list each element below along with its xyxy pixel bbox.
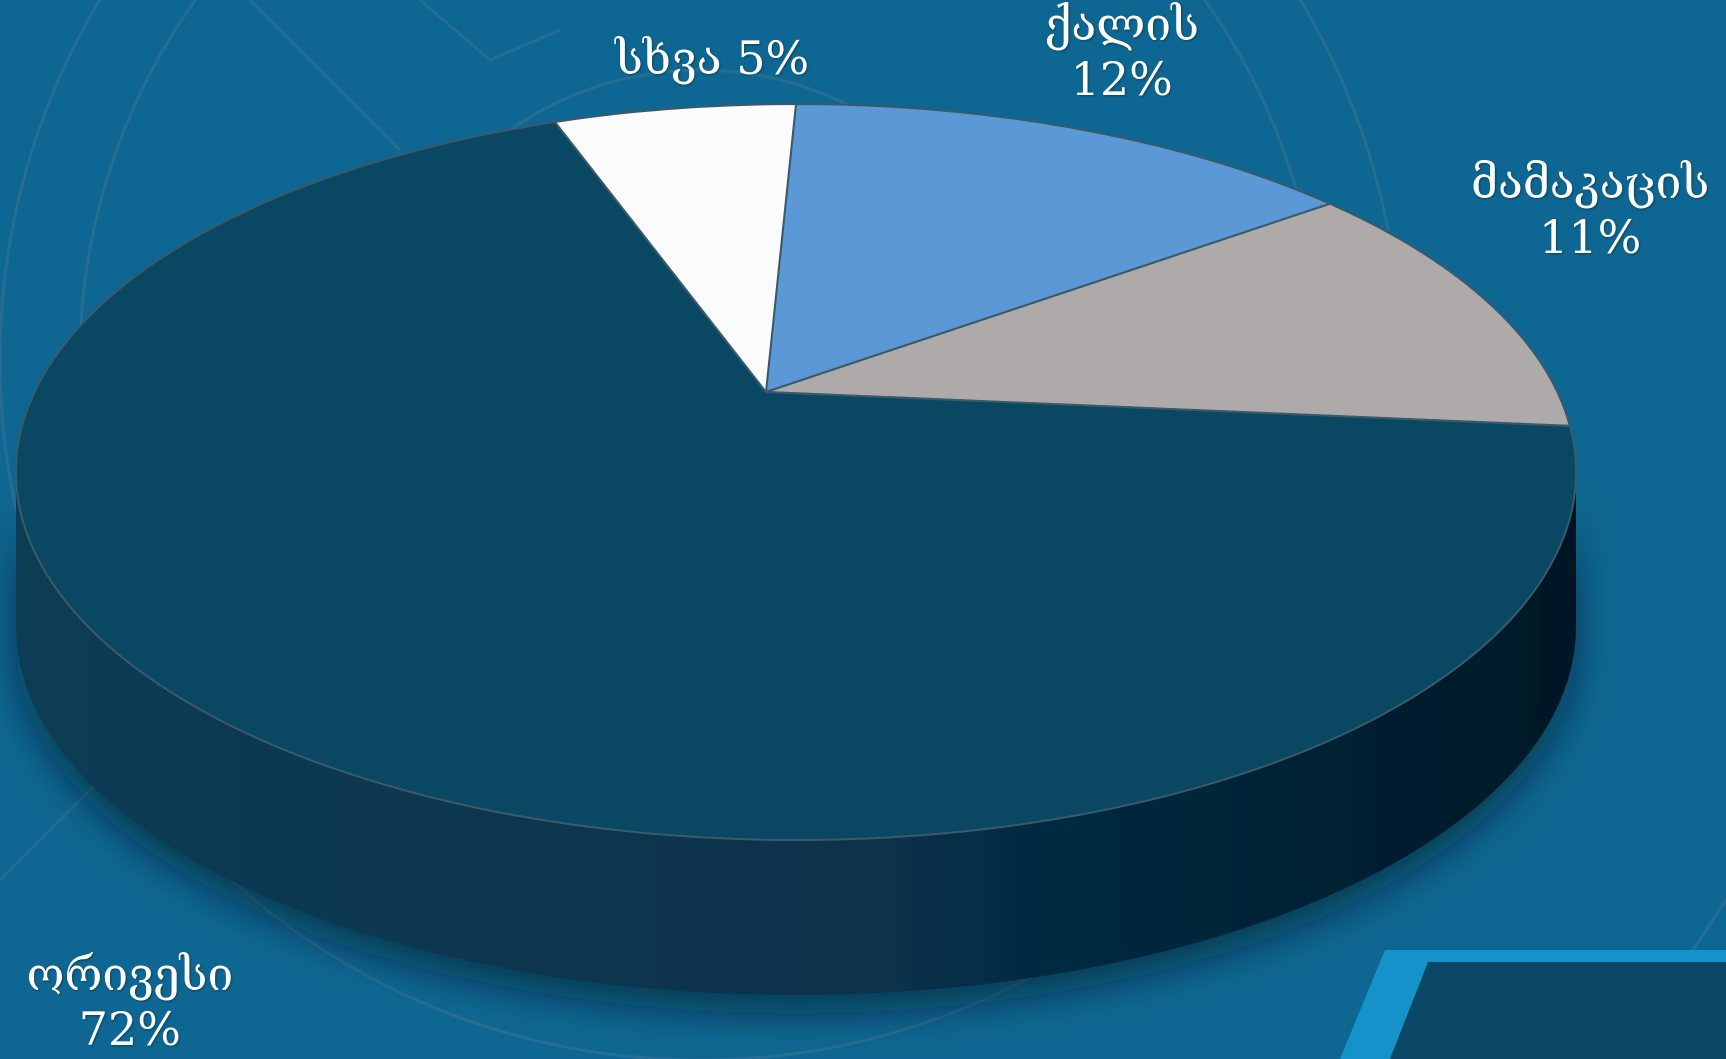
data-label-both-value: 72% (78, 1002, 181, 1057)
data-label-female-value: 12% (1070, 52, 1173, 107)
pie-slice-other (553, 102, 798, 395)
data-label-both-category: ორივესი (26, 947, 234, 1001)
data-label-other-category: სხვა (615, 30, 722, 85)
data-label-male-value: 11% (1539, 210, 1642, 265)
pie-slice-both (15, 120, 1577, 841)
data-label-female: ქალის 12% (1045, 0, 1200, 107)
pie-side-wall (16, 472, 1576, 995)
decor-line-a (248, 0, 402, 152)
data-label-other-value: 5% (736, 30, 810, 85)
data-label-male: მამაკაცის 11% (1471, 155, 1709, 265)
pie-slice-male (765, 202, 1572, 427)
pie-rim (16, 472, 1576, 995)
data-label-female-category: ქალის (1044, 0, 1200, 51)
data-label-male-category: მამაკაცის (1471, 155, 1710, 209)
pie-slice-female (764, 102, 1333, 394)
pie-top (15, 102, 1577, 841)
data-label-both: ორივესი 72% (27, 947, 234, 1057)
data-label-other: სხვა 5% (615, 31, 809, 86)
corner-fill (1390, 962, 1726, 1059)
decor-line-b (419, 0, 561, 62)
